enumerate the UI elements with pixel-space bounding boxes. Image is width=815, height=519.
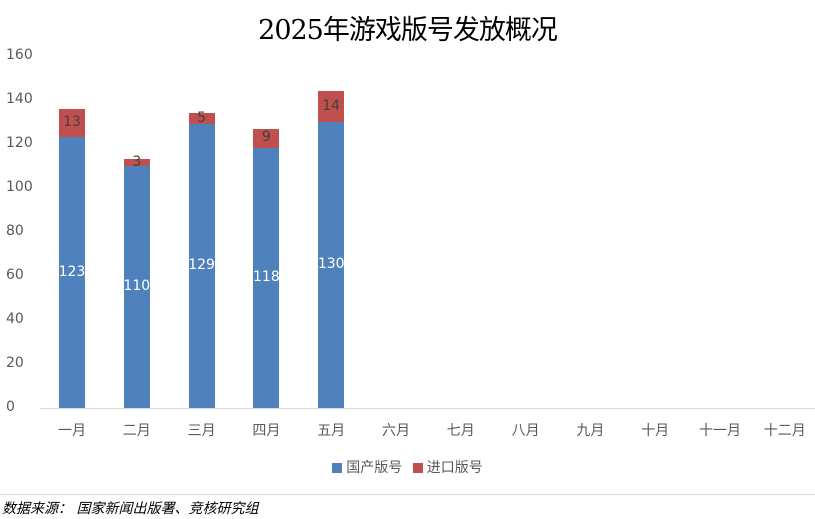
legend: 国产版号 进口版号 (0, 457, 815, 477)
bar-domestic: 118 (253, 148, 280, 408)
bar-imported: 5 (188, 110, 215, 126)
x-axis-line (40, 408, 815, 409)
data-label: 123 (58, 263, 86, 280)
x-tick-label: 十二月 (763, 423, 806, 439)
legend-swatch-imported (412, 463, 423, 473)
data-label: 3 (132, 153, 142, 170)
x-tick-label: 十月 (641, 423, 670, 439)
bar-imported: 3 (123, 154, 150, 170)
data-label: 5 (197, 109, 207, 126)
bar-domestic: 110 (123, 166, 150, 408)
legend-swatch-domestic (332, 463, 343, 473)
source-note: 数据来源： 国家新闻出版署、竞核研究组 (2, 501, 259, 517)
x-tick-label: 七月 (446, 423, 475, 439)
chart-title: 2025年游戏版号发放概况 (258, 15, 558, 46)
divider (0, 494, 815, 495)
x-tick-label: 二月 (122, 423, 151, 439)
bar-imported: 9 (253, 128, 280, 149)
data-label: 9 (261, 129, 271, 146)
legend-item-imported: 进口版号 (412, 457, 483, 477)
y-tick-label: 60 (6, 267, 24, 283)
x-tick-label: 六月 (382, 423, 410, 439)
y-tick-label: 80 (6, 223, 24, 239)
y-tick-label: 100 (6, 179, 33, 195)
data-label: 14 (322, 97, 341, 114)
x-tick-label: 八月 (511, 423, 540, 439)
y-tick-label: 160 (6, 47, 33, 63)
bar-domestic: 129 (188, 124, 215, 408)
y-tick-label: 140 (6, 91, 33, 107)
bar-imported: 14 (318, 91, 345, 122)
bar-domestic: 123 (59, 137, 85, 408)
bar-domestic: 130 (318, 122, 345, 408)
data-label: 129 (188, 257, 215, 274)
data-label: 13 (63, 114, 81, 131)
y-tick-label: 40 (6, 311, 24, 327)
bar-imported: 13 (59, 108, 85, 138)
legend-label-domestic: 国产版号 (346, 460, 403, 476)
data-label: 130 (317, 256, 345, 272)
data-label: 118 (253, 269, 280, 286)
y-tick-label: 120 (6, 135, 33, 151)
data-label: 110 (123, 278, 151, 294)
x-tick-label: 四月 (252, 423, 281, 439)
x-tick-label: 十一月 (699, 423, 741, 439)
x-tick-label: 三月 (187, 423, 216, 439)
y-tick-label: 20 (6, 355, 24, 371)
y-tick-label: 0 (6, 399, 15, 415)
x-tick-label: 五月 (317, 423, 346, 439)
legend-item-domestic: 国产版号 (332, 457, 402, 477)
legend-label-imported: 进口版号 (426, 460, 483, 476)
x-tick-label: 九月 (576, 423, 605, 439)
x-tick-label: 一月 (58, 423, 86, 439)
